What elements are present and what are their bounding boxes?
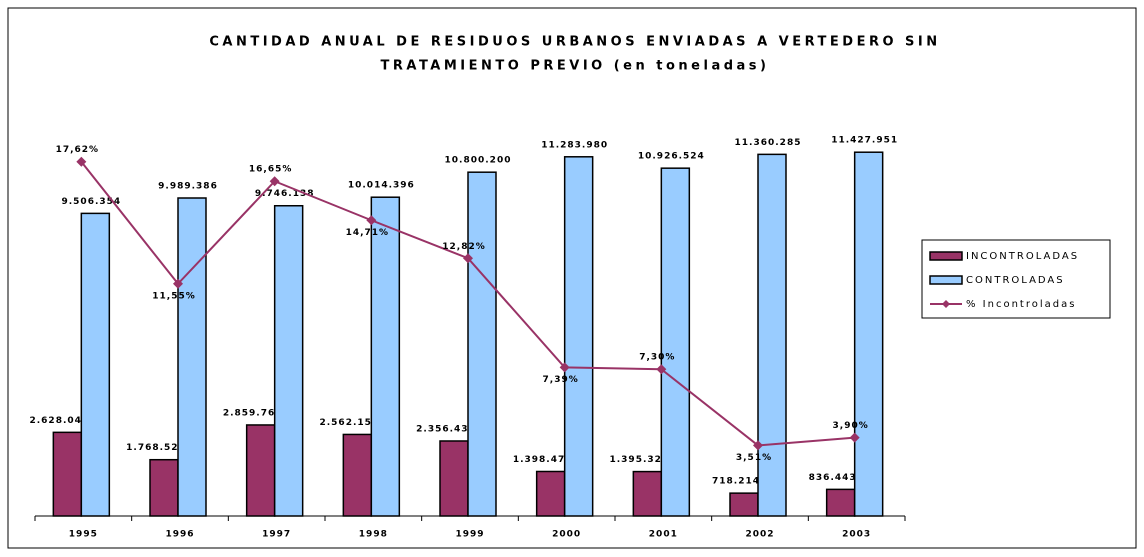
bar [177,197,207,517]
bar [632,470,663,517]
chart-subtitle: TRATAMIENTO PREVIO (en toneladas) [381,59,770,74]
line-marker [463,253,473,264]
data-label: 10.014.396 [348,181,415,191]
data-label: 7,30% [639,353,675,363]
legend-swatch [929,275,963,285]
data-label: 2.562.151 [319,418,379,428]
line-marker [559,362,570,373]
bar [80,212,111,517]
data-label: 11.283.980 [541,140,608,150]
data-label: 836.443 [809,473,857,483]
line-marker [173,278,183,289]
legend-swatch [929,251,963,261]
line-marker [76,156,87,167]
line-marker [849,432,860,443]
line-marker [753,440,763,451]
data-label: 9.746.138 [255,189,315,199]
x-tick-label: 2001 [649,530,678,540]
data-label: 7,39% [543,375,579,385]
data-label: 17,62% [56,145,100,155]
data-label: 9.989.386 [158,182,218,192]
x-tick-label: 1996 [165,530,194,540]
legend-label: INCONTROLADAS [966,251,1079,262]
data-label: 1.395.323 [609,455,669,465]
data-label: 718.214 [712,477,760,487]
x-tick-label: 1997 [262,530,291,540]
bar [52,431,83,517]
x-tick-label: 1995 [69,530,98,540]
data-label: 2.628.043 [29,416,89,426]
data-label: 1.768.525 [126,443,186,453]
legend-label: % Incontroladas [966,299,1076,310]
data-label: 2.859.765 [223,408,283,418]
x-tick-label: 1999 [455,530,484,540]
x-tick-label: 2000 [552,530,581,540]
data-label: 16,65% [249,165,293,175]
x-tick-label: 2003 [842,530,871,540]
data-label: 9.506.354 [61,197,121,207]
data-label: 3,90% [833,421,869,431]
bar [563,156,594,517]
legend-label: CONTROLADAS [966,275,1065,286]
bar [660,167,691,517]
line-marker [366,215,377,226]
data-label: 1.398.472 [513,455,573,465]
bar [149,458,179,517]
data-label: 3,51% [736,453,772,463]
bar [757,153,787,517]
data-label: 11.360.285 [735,138,802,148]
data-label: 11.427.951 [831,136,898,146]
bar [825,488,856,517]
data-label: 10.800.200 [445,156,512,166]
data-label: 2.356.434 [416,424,476,434]
data-label: 10.926.524 [638,152,705,162]
bar [853,151,884,517]
bar [245,424,276,517]
data-label: 11,55% [152,291,196,301]
bar [467,171,497,517]
line-marker [656,364,667,375]
legend-swatch [942,300,950,308]
bar [370,196,401,517]
data-label: 14,71% [346,228,390,238]
bar [535,470,566,517]
bar [439,440,469,517]
data-label: 12,82% [442,242,486,252]
x-tick-label: 1998 [359,530,388,540]
x-tick-label: 2002 [745,530,774,540]
chart-title: CANTIDAD ANUAL DE RESIDUOS URBANOS ENVIA… [209,35,940,50]
bar [342,433,373,517]
line-marker [269,176,280,187]
bar [729,492,759,517]
bar [273,204,304,517]
